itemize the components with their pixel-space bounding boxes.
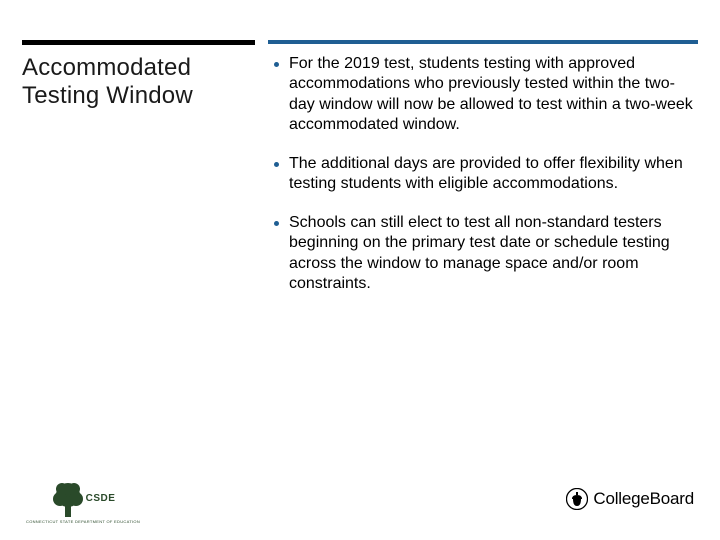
bullet-item: The additional days are provided to offe… [268,154,698,195]
title-rule-left [22,40,255,45]
collegeboard-logo-text: CollegeBoard [593,489,694,509]
bullet-dot-icon [274,162,279,167]
bullet-dot-icon [274,62,279,67]
bullet-dot-icon [274,221,279,226]
bullet-text: For the 2019 test, students testing with… [289,54,698,136]
bullet-item: For the 2019 test, students testing with… [268,54,698,136]
tree-icon [51,479,85,519]
title-rule-right [268,40,698,44]
bullet-text: Schools can still elect to test all non-… [289,213,698,295]
collegeboard-logo: CollegeBoard [566,488,694,510]
csde-logo-text: CSDE [86,493,116,504]
bullet-text: The additional days are provided to offe… [289,154,698,195]
bullet-item: Schools can still elect to test all non-… [268,213,698,295]
slide-title: Accommodated Testing Window [22,54,252,109]
csde-logo: CSDE CONNECTICUT STATE DEPARTMENT OF EDU… [26,479,140,524]
csde-logo-subtext: CONNECTICUT STATE DEPARTMENT OF EDUCATIO… [26,520,140,524]
body-content: For the 2019 test, students testing with… [268,54,698,313]
acorn-icon [566,488,588,510]
footer: CSDE CONNECTICUT STATE DEPARTMENT OF EDU… [0,460,720,530]
slide: Accommodated Testing Window For the 2019… [0,0,720,540]
